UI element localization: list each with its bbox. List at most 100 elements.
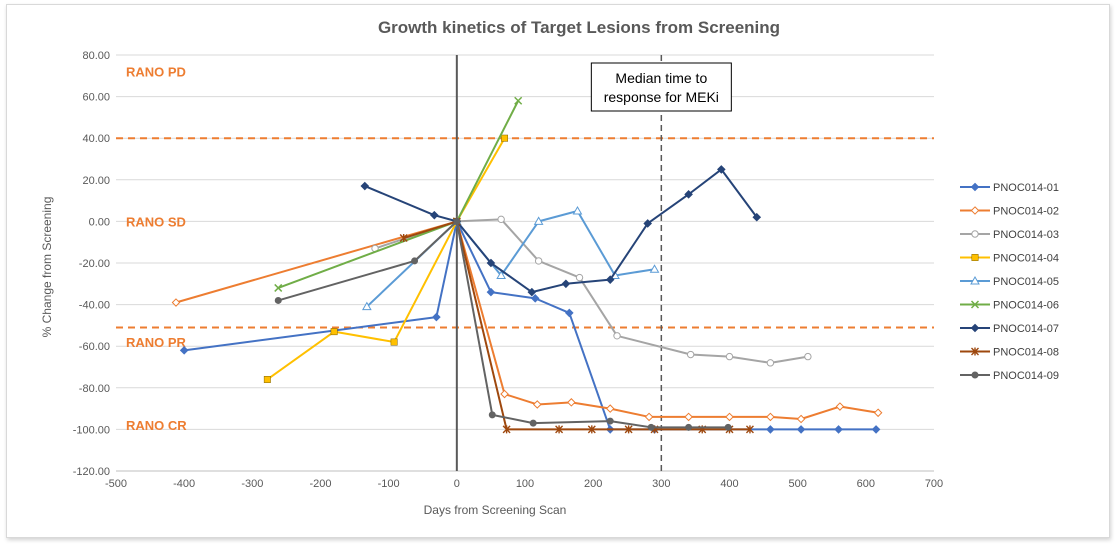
legend-item: PNOC014-02 (960, 206, 1059, 218)
series-line (366, 210, 655, 308)
series-pnoc014-08 (399, 217, 754, 434)
legend-item: PNOC014-05 (960, 275, 1059, 288)
data-point (684, 412, 693, 422)
annotation-line-1: Median time to (615, 70, 707, 86)
data-point (263, 376, 271, 383)
data-point (432, 312, 441, 322)
data-point (527, 287, 537, 297)
data-point (971, 254, 979, 261)
data-point (360, 181, 370, 191)
data-point (555, 425, 564, 434)
legend-label: PNOC014-03 (993, 229, 1059, 241)
legend: PNOC014-01 PNOC014-02 PNOC014-03 PNOC014-04… (960, 182, 1059, 382)
data-point (572, 205, 583, 215)
data-point (497, 215, 505, 224)
data-point (796, 425, 806, 434)
data-point (330, 328, 338, 336)
grid-lines (116, 54, 934, 472)
x-tick-label: 0 (454, 478, 460, 490)
x-tick-label: -200 (309, 478, 331, 490)
legend-label: PNOC014-02 (993, 206, 1059, 218)
data-point (686, 350, 695, 359)
data-point (274, 283, 283, 292)
x-tick-label: 300 (652, 478, 670, 490)
chart-frame: Growth kinetics of Target Lesions from S… (6, 4, 1110, 538)
data-point (752, 212, 762, 222)
legend-item: PNOC014-09 (960, 370, 1059, 382)
x-tick-labels: -500 -400 -300 -200 -100 0 100 200 300 400 500 600 7… (105, 478, 943, 490)
data-point (430, 210, 439, 220)
y-tick-label: 0.00 (89, 216, 110, 228)
data-point (411, 257, 419, 265)
chart-title: Growth kinetics of Target Lesions from S… (378, 18, 780, 37)
y-tick-label: 80.00 (82, 50, 110, 62)
data-point (501, 134, 509, 142)
data-point (587, 425, 596, 434)
x-tick-label: 100 (516, 478, 534, 490)
data-point (970, 300, 980, 309)
data-point (724, 423, 732, 431)
data-point (567, 398, 576, 407)
data-point (796, 414, 806, 424)
series-line (175, 220, 879, 420)
y-tick-label: -20.00 (79, 258, 110, 270)
legend-item: PNOC014-07 (960, 323, 1059, 335)
data-point (500, 389, 509, 399)
data-point (486, 258, 496, 268)
y-tick-label: 20.00 (82, 175, 110, 187)
y-tick-label: -100.00 (73, 424, 110, 436)
data-point (561, 279, 571, 289)
zone-label: RANO CR (126, 418, 187, 433)
data-point (873, 408, 883, 418)
x-tick-label: 400 (720, 478, 738, 490)
y-tick-label: -60.00 (79, 341, 110, 353)
x-tick-label: -400 (173, 478, 195, 490)
zone-label: RANO PR (126, 335, 187, 350)
line-chart: Growth kinetics of Target Lesions from S… (40, 18, 1059, 517)
series-line (266, 137, 506, 381)
data-point (496, 270, 507, 279)
data-point (605, 275, 615, 284)
data-point (970, 323, 980, 333)
data-point (766, 359, 775, 367)
data-point (725, 352, 734, 361)
zone-label: RANO PD (126, 65, 186, 80)
data-point (361, 301, 372, 311)
data-point (971, 347, 979, 356)
data-point (605, 404, 615, 413)
data-point (970, 206, 980, 215)
legend-label: PNOC014-09 (993, 370, 1059, 382)
data-point (613, 332, 621, 340)
series-line (403, 220, 750, 431)
data-point (725, 412, 734, 422)
data-point (488, 411, 496, 419)
data-point (804, 352, 812, 361)
data-point (684, 190, 693, 199)
data-point (971, 371, 979, 379)
data-point (717, 165, 726, 174)
data-point (834, 425, 843, 434)
y-tick-label: -80.00 (79, 383, 110, 395)
legend-item: PNOC014-06 (960, 300, 1059, 312)
data-point (745, 425, 754, 434)
y-tick-label: 40.00 (82, 133, 110, 145)
data-point (274, 296, 282, 304)
legend-item: PNOC014-03 (960, 229, 1059, 241)
data-point (534, 257, 543, 265)
x-tick-label: 600 (857, 478, 875, 490)
legend-label: PNOC014-06 (993, 300, 1059, 312)
data-point (766, 412, 775, 422)
legend-label: PNOC014-07 (993, 323, 1059, 335)
data-point (835, 402, 845, 411)
y-tick-label: 60.00 (82, 92, 110, 104)
y-tick-labels: 80.00 60.00 40.00 20.00 0.00 -20.00 -40.00 -60.… (73, 50, 110, 478)
data-point (399, 234, 408, 243)
zone-label: RANO SD (126, 214, 186, 229)
data-point (529, 419, 537, 427)
data-point (685, 423, 693, 431)
data-point (532, 400, 542, 409)
series-pnoc014-09 (274, 217, 732, 431)
data-point (530, 294, 540, 303)
y-tick-label: -40.00 (79, 300, 110, 312)
data-point (514, 96, 523, 105)
